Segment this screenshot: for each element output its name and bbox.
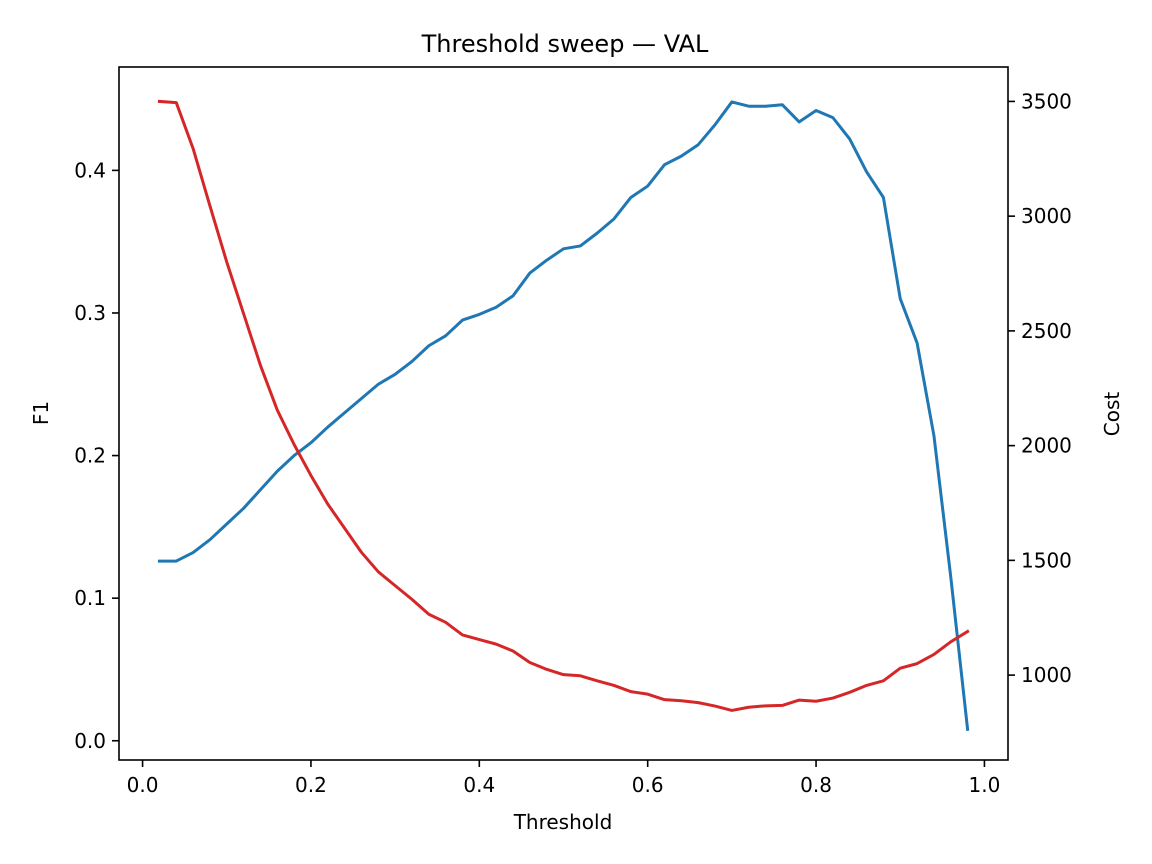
right-y-tick-label: 2500 bbox=[1021, 319, 1072, 343]
left-y-tick-label: 0.1 bbox=[74, 586, 106, 610]
chart-title: Threshold sweep — VAL bbox=[421, 30, 709, 58]
cost-series-line bbox=[157, 99, 970, 712]
x-tick-label: 0.8 bbox=[800, 773, 832, 797]
left-y-axis-label: F1 bbox=[29, 401, 53, 425]
right-y-tick-label: 3000 bbox=[1021, 204, 1072, 228]
x-tick-label: 0.4 bbox=[463, 773, 495, 797]
x-axis-ticks: 0.0 0.2 0.4 0.6 0.8 1.0 bbox=[127, 760, 1001, 797]
left-y-tick-label: 0.0 bbox=[74, 729, 106, 753]
right-y-tick-label: 2000 bbox=[1021, 434, 1072, 458]
left-y-tick-label: 0.3 bbox=[74, 301, 106, 325]
right-y-tick-label: 3500 bbox=[1021, 89, 1072, 113]
x-tick-label: 1.0 bbox=[969, 773, 1001, 797]
plot-frame bbox=[118, 66, 1009, 761]
left-y-axis-ticks: 0.0 0.1 0.2 0.3 0.4 bbox=[74, 158, 119, 753]
series-layer bbox=[157, 99, 970, 731]
left-y-tick-label: 0.2 bbox=[74, 444, 106, 468]
right-y-axis-label: Cost bbox=[1100, 392, 1124, 437]
left-y-tick-label: 0.4 bbox=[74, 158, 106, 182]
x-tick-label: 0.6 bbox=[632, 773, 664, 797]
x-tick-label: 0.0 bbox=[127, 773, 159, 797]
x-tick-label: 0.2 bbox=[295, 773, 327, 797]
right-y-tick-label: 1500 bbox=[1021, 548, 1072, 572]
f1-series-line bbox=[157, 100, 970, 731]
x-axis-label: Threshold bbox=[513, 810, 613, 834]
right-y-axis-ticks: 1000 1500 2000 2500 3000 3500 bbox=[1008, 89, 1072, 687]
right-y-tick-label: 1000 bbox=[1021, 663, 1072, 687]
plot-background bbox=[119, 67, 1008, 760]
